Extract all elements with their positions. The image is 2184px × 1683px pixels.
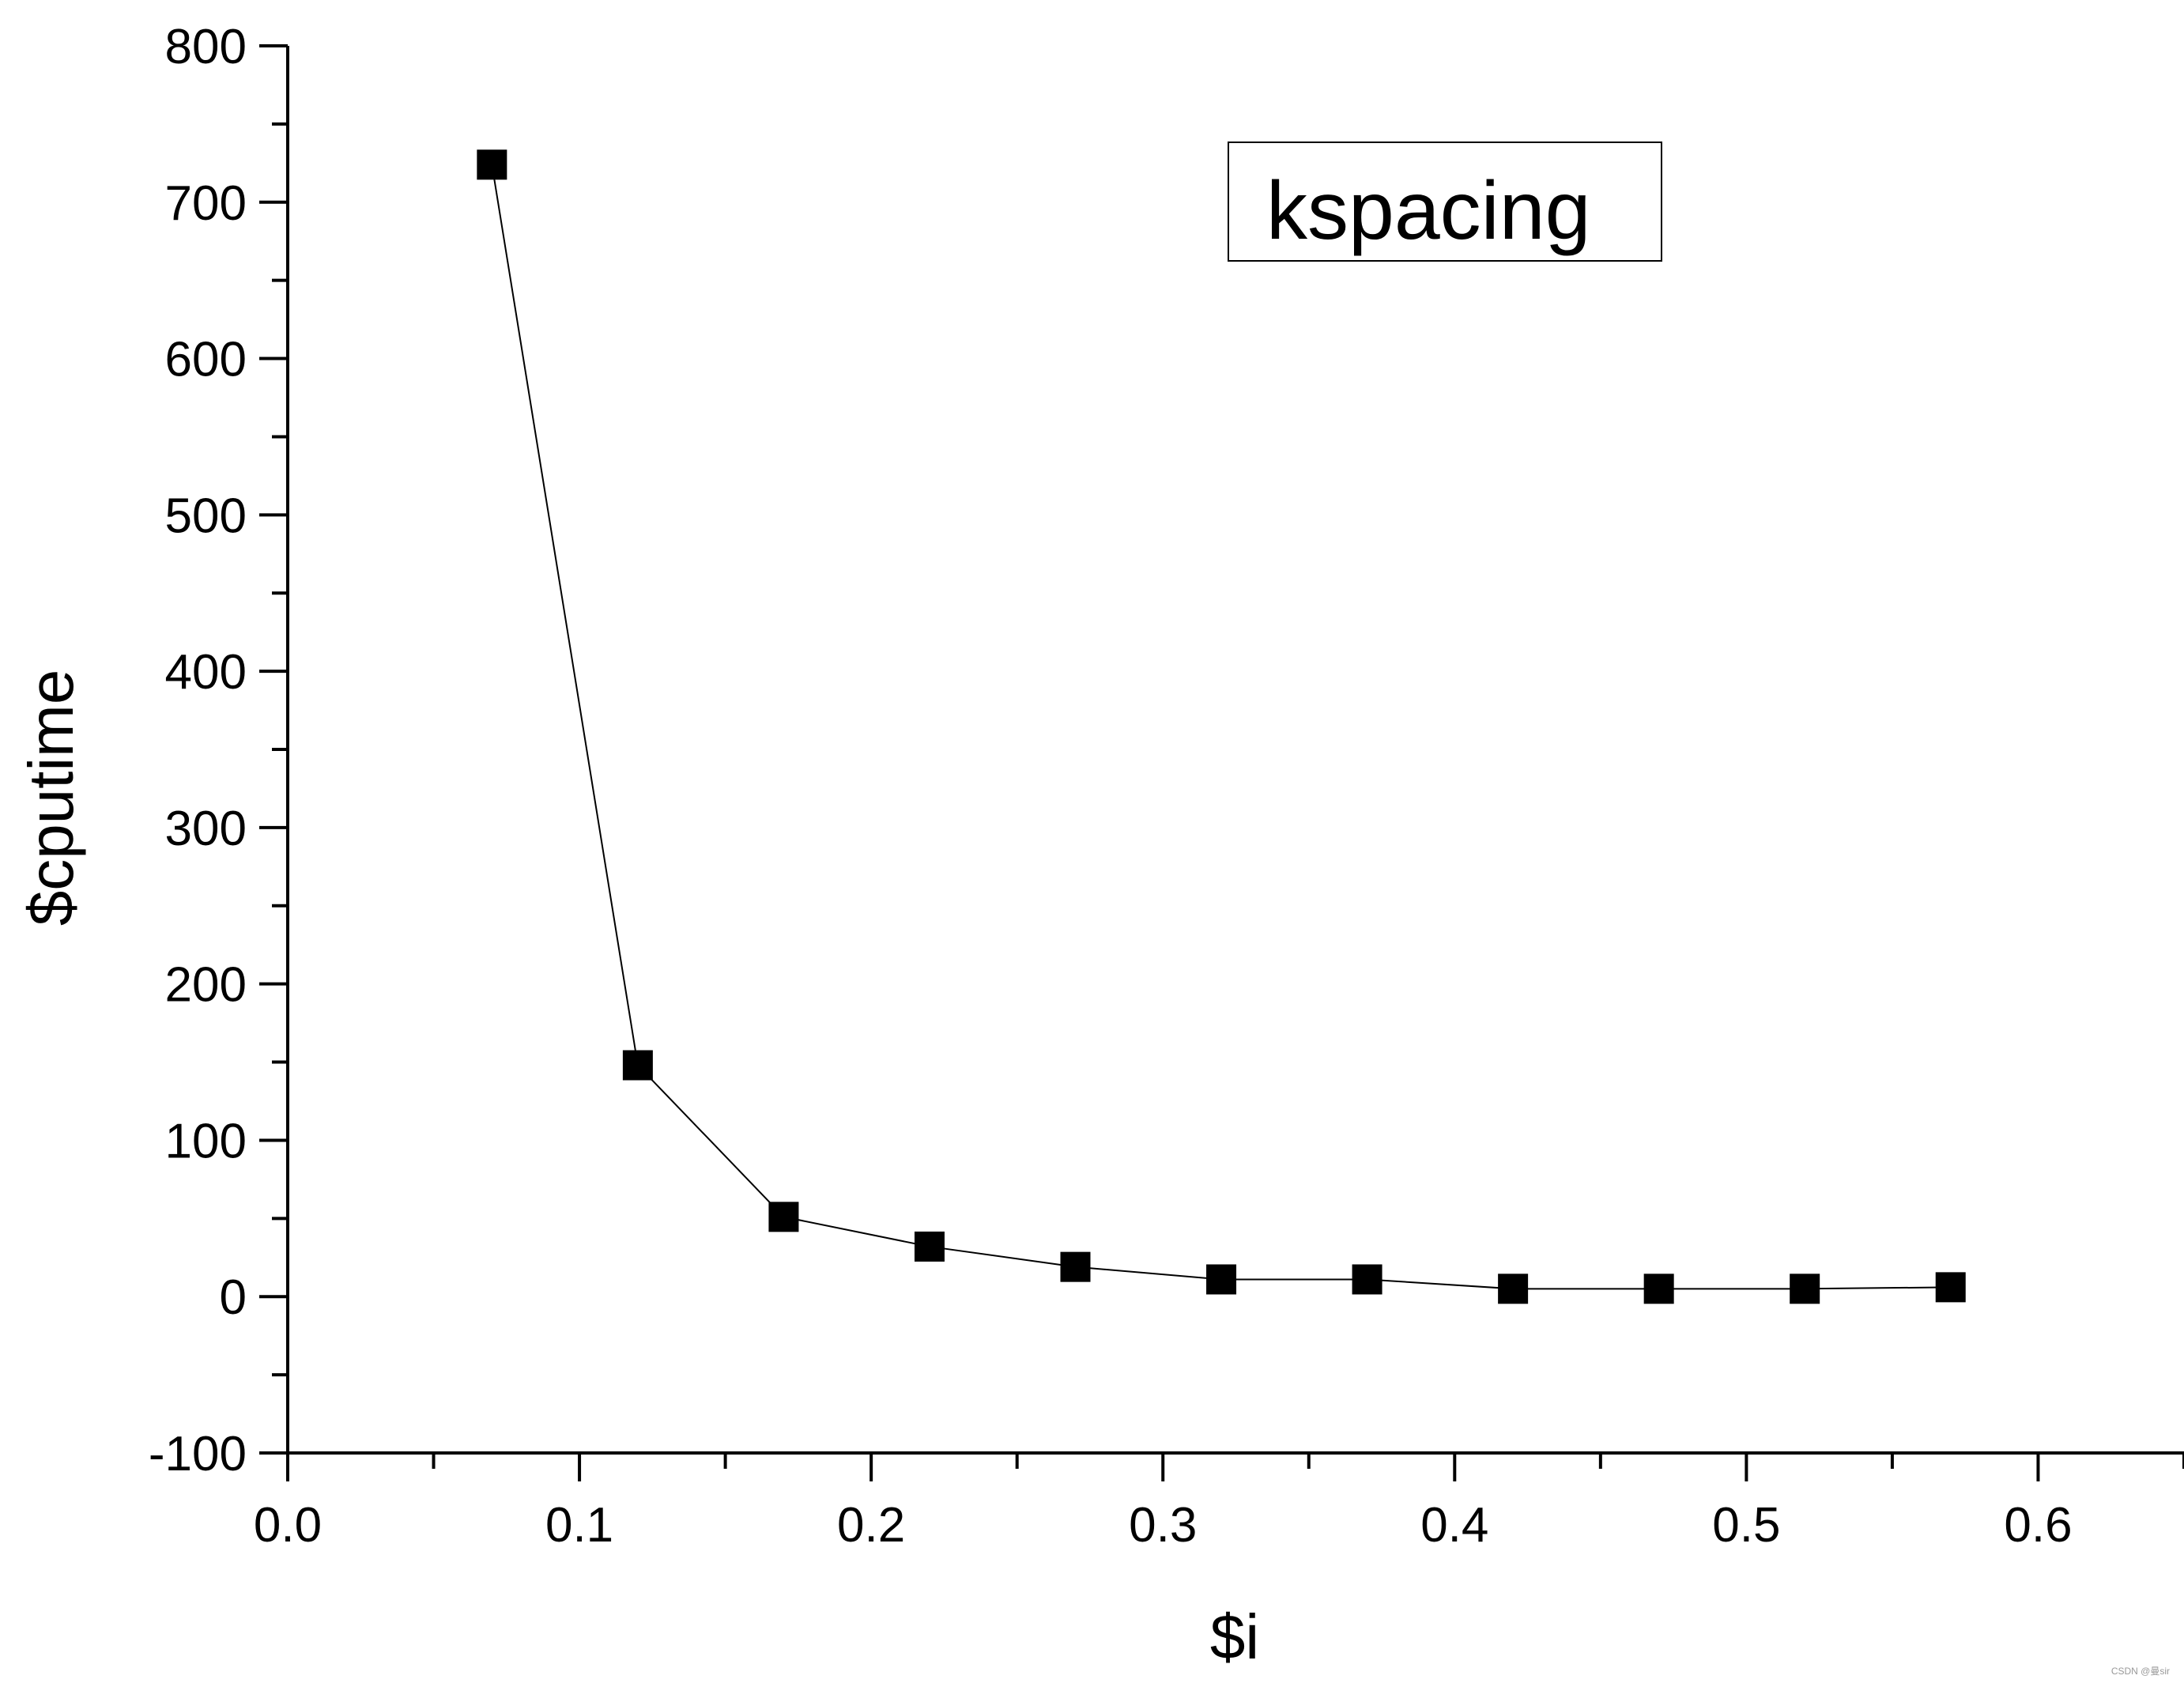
y-tick-label: 0 xyxy=(220,1270,247,1325)
data-point-marker xyxy=(477,149,507,180)
x-tick-label: 0.3 xyxy=(1129,1498,1197,1553)
x-tick-label: 0.4 xyxy=(1420,1498,1488,1553)
x-tick-label: 0.5 xyxy=(1712,1498,1780,1553)
y-ticks: -100 0 100 200 300 400 500 600 700 800 xyxy=(149,20,288,1481)
data-point-marker xyxy=(1206,1264,1237,1295)
data-point-marker xyxy=(622,1050,653,1081)
y-tick-label: 500 xyxy=(165,489,247,543)
data-point-marker xyxy=(1498,1274,1529,1304)
x-tick-label: 0.1 xyxy=(545,1498,613,1553)
legend-label: kspacing xyxy=(1266,165,1590,257)
data-point-marker xyxy=(1643,1274,1674,1304)
legend-box xyxy=(1228,142,1662,262)
series-line xyxy=(491,164,1951,1290)
data-point-marker xyxy=(1935,1272,1966,1303)
x-tick-label: 0.6 xyxy=(2004,1498,2072,1553)
data-point-marker xyxy=(1352,1264,1382,1295)
y-tick-label: 300 xyxy=(165,802,247,856)
y-tick-label: 200 xyxy=(165,958,247,1013)
data-point-marker xyxy=(768,1202,799,1232)
y-tick-label: 400 xyxy=(165,645,247,700)
legend: kspacing xyxy=(1228,142,1662,262)
y-tick-label: 100 xyxy=(165,1114,247,1168)
data-point-marker xyxy=(1060,1251,1091,1282)
data-point-marker xyxy=(914,1231,945,1262)
y-tick-label: 800 xyxy=(165,20,247,74)
y-tick-label: -100 xyxy=(149,1427,247,1481)
x-tick-label: 0.2 xyxy=(837,1498,905,1553)
y-axis-title: $cputime xyxy=(16,670,86,926)
y-tick-label: 700 xyxy=(165,176,247,231)
x-ticks: 0.0 0.1 0.2 0.3 0.4 0.5 0.6 xyxy=(254,1453,2184,1553)
x-axis-title: $i xyxy=(1210,1602,1259,1672)
watermark-text: CSDN @曼sir xyxy=(2111,1666,2170,1677)
data-point-marker xyxy=(1790,1274,1820,1304)
x-tick-label: 0.0 xyxy=(254,1498,322,1553)
y-tick-label: 600 xyxy=(165,333,247,387)
series-group xyxy=(477,149,1966,1304)
